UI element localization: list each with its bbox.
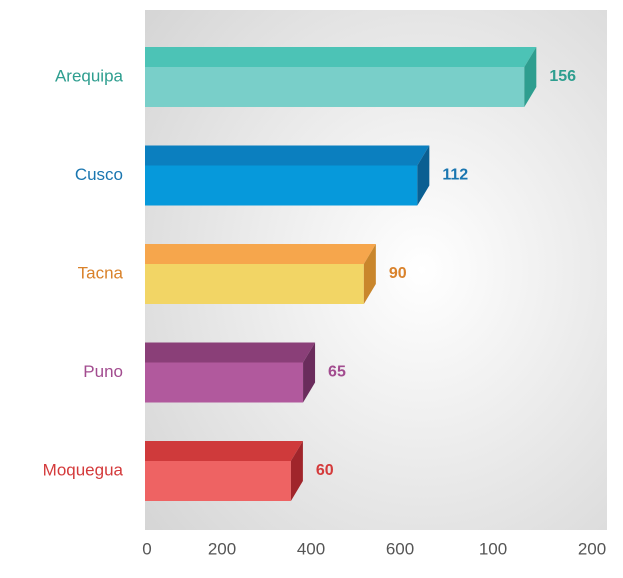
bar [145,363,303,403]
category-label: Arequipa [55,66,124,85]
category-label: Tacna [78,263,124,282]
bar-top [145,146,429,166]
bar-top [145,244,376,264]
bar-top [145,47,536,67]
value-label: 156 [549,68,576,85]
bar-top [145,343,315,363]
x-tick-label: 200 [208,539,236,558]
category-label: Moquegua [43,460,124,479]
bar [145,461,291,501]
bar [145,264,364,304]
category-label: Puno [83,362,123,381]
value-label: 65 [328,364,346,381]
bar [145,166,417,206]
x-tick-label: 400 [297,539,325,558]
chart: 156 Arequipa 112 Cusco 90 Tacna 65 Puno 60 Moqueg… [0,0,623,573]
bar-top [145,441,303,461]
value-label: 90 [389,265,407,282]
category-label: Cusco [75,165,123,184]
x-tick-label: 600 [386,539,414,558]
bar [145,67,524,107]
value-label: 60 [316,462,334,479]
x-tick-label: 0 [142,539,151,558]
x-tick-label: 100 [479,539,507,558]
value-label: 112 [442,167,468,184]
x-tick-label: 200 [578,539,606,558]
